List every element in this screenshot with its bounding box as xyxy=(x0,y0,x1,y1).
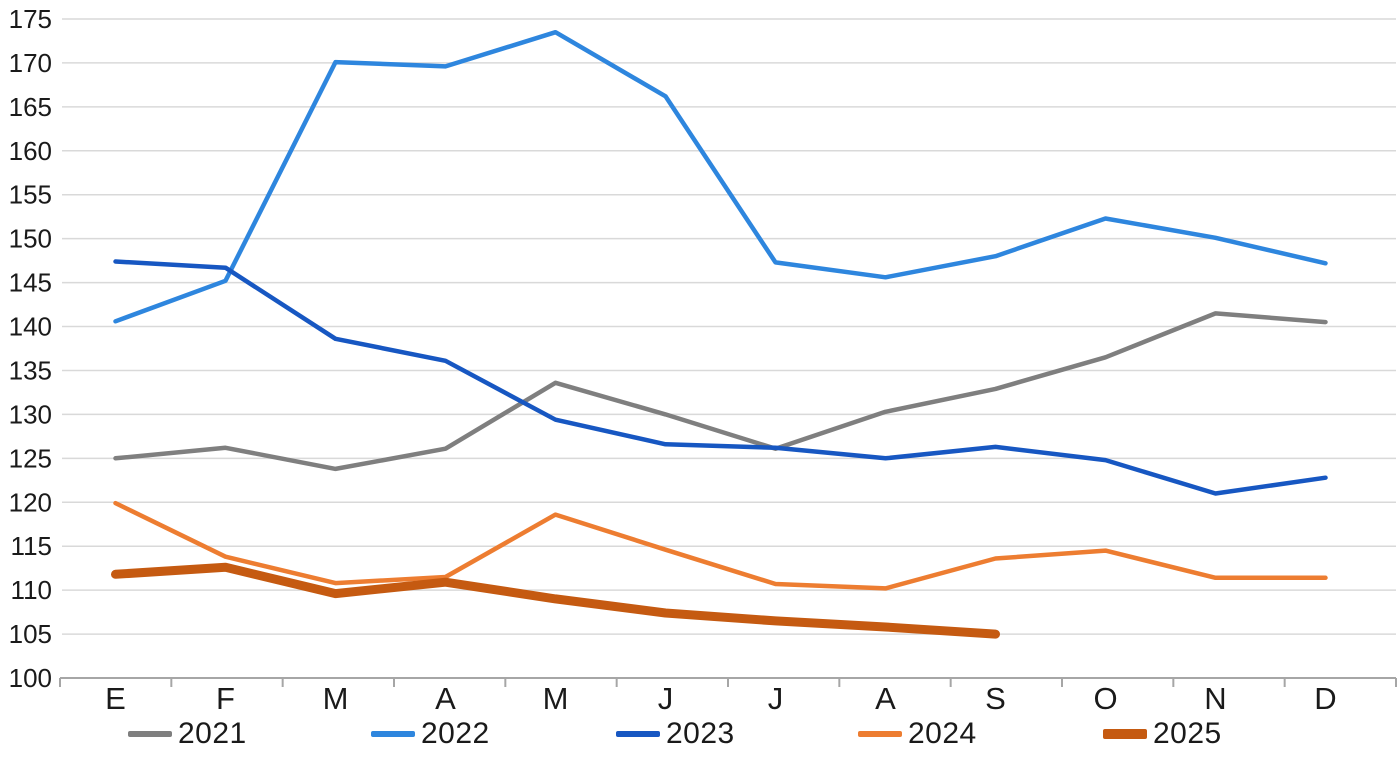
x-tick-label: D xyxy=(1314,681,1336,716)
legend-item-2024: 2024 xyxy=(858,714,977,754)
series-line-2022 xyxy=(113,29,1328,324)
y-tick-label: 100 xyxy=(9,663,52,693)
y-tick-label: 110 xyxy=(11,575,52,605)
x-tick-label: M xyxy=(323,681,349,716)
y-axis-labels: 100 105 110 115 120 125 130 135 140 145 150 155 160 1… xyxy=(9,4,52,693)
x-tick-label: F xyxy=(216,681,235,716)
x-tick-label: N xyxy=(1204,681,1226,716)
x-axis xyxy=(59,677,1397,687)
y-tick-label: 105 xyxy=(9,619,52,649)
y-tick-label: 145 xyxy=(9,268,52,298)
y-tick-label: 175 xyxy=(9,4,52,34)
legend-swatch-2022 xyxy=(371,731,415,737)
y-tick-label: 130 xyxy=(9,399,52,429)
y-tick-label: 155 xyxy=(9,180,52,210)
legend-swatch-2023 xyxy=(616,731,660,737)
legend-swatch-2025 xyxy=(1103,729,1147,739)
y-tick-label: 170 xyxy=(9,48,52,78)
y-tick-label: 120 xyxy=(9,487,52,517)
series-line-2025 xyxy=(111,562,1000,639)
legend-label: 2025 xyxy=(1153,717,1222,750)
legend-swatch-2021 xyxy=(128,731,172,737)
y-tick-label: 135 xyxy=(9,355,52,385)
y-tick-label: 115 xyxy=(11,531,52,561)
x-tick-label: M xyxy=(543,681,569,716)
legend-label: 2023 xyxy=(666,717,735,750)
legend-item-2021: 2021 xyxy=(128,714,247,754)
legend-label: 2022 xyxy=(421,717,490,750)
x-tick-label: S xyxy=(985,681,1006,716)
x-tick-label: A xyxy=(435,681,456,716)
series-line-2021 xyxy=(113,311,1328,472)
x-tick-label: J xyxy=(768,681,784,716)
series-line-2024 xyxy=(113,500,1328,591)
y-tick-label: 160 xyxy=(9,136,52,166)
legend-item-2025: 2025 xyxy=(1103,714,1222,754)
legend-item-2023: 2023 xyxy=(616,714,735,754)
gridlines xyxy=(62,18,1396,635)
legend-swatch-2024 xyxy=(858,731,902,737)
y-tick-label: 150 xyxy=(9,224,52,254)
legend-label: 2024 xyxy=(908,717,977,750)
x-tick-label: A xyxy=(875,681,896,716)
x-tick-label: E xyxy=(105,681,126,716)
legend-label: 2021 xyxy=(178,717,247,750)
x-tick-label: J xyxy=(658,681,674,716)
y-tick-label: 165 xyxy=(9,92,52,122)
legend-item-2022: 2022 xyxy=(371,714,490,754)
legend: 2021 2022 2023 2024 2025 xyxy=(0,714,1400,754)
y-tick-label: 125 xyxy=(9,443,52,473)
x-tick-label: O xyxy=(1093,681,1117,716)
series-line-2023 xyxy=(113,259,1328,496)
y-tick-label: 140 xyxy=(9,312,52,342)
